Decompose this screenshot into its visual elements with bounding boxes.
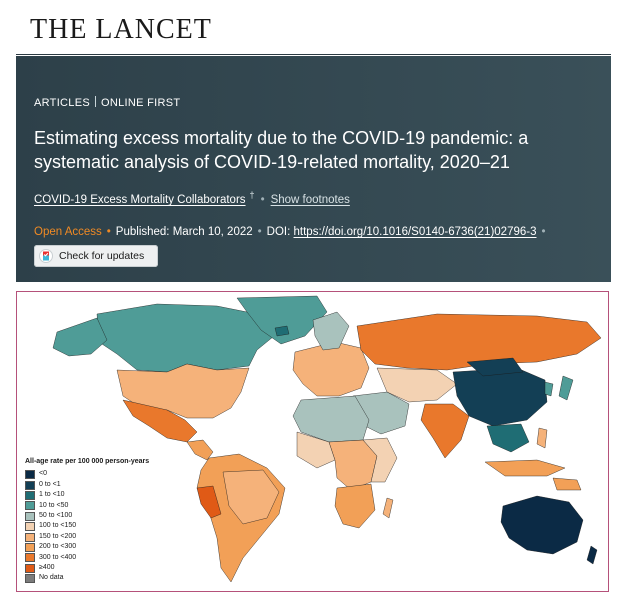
- map-region-greenland: [236, 295, 328, 345]
- article-header: ARTICLES ONLINE FIRST Estimating excess m…: [16, 56, 611, 282]
- breadcrumb-separator: [95, 96, 96, 107]
- legend-item: ≥400: [25, 563, 149, 573]
- author-footnote-mark: †: [249, 190, 255, 200]
- legend-item: 50 to <100: [25, 511, 149, 521]
- legend-item: <0: [25, 469, 149, 480]
- map-region-japan: [558, 375, 574, 401]
- map-region-scandinavia: [312, 311, 350, 351]
- legend-label: ≥400: [39, 564, 55, 572]
- legend-swatch: [25, 511, 35, 521]
- publication-meta: Open Access • Published: March 10, 2022 • DO…: [34, 226, 551, 238]
- legend-label: 1 to <10: [39, 491, 65, 499]
- legend-label: No data: [39, 574, 64, 582]
- legend-item: 0 to <1: [25, 480, 149, 490]
- map-region-southern-africa: [334, 483, 376, 529]
- map-region-new-zealand: [586, 545, 598, 565]
- legend-swatch: [25, 480, 35, 490]
- legend-label: 200 to <300: [39, 543, 77, 551]
- map-region-europe: [292, 341, 370, 397]
- legend-swatch: [25, 553, 35, 563]
- separator-dot: •: [257, 226, 262, 238]
- legend-item: 100 to <150: [25, 521, 149, 532]
- legend-item: No data: [25, 573, 149, 584]
- map-region-madagascar: [382, 497, 394, 519]
- legend-swatch: [25, 574, 35, 584]
- published-date: March 10, 2022: [172, 226, 253, 238]
- legend-swatch: [25, 522, 35, 532]
- map-region-philippines: [536, 427, 548, 449]
- map-region-east-africa: [362, 437, 398, 483]
- excess-mortality-map: [52, 295, 602, 583]
- legend-swatch: [25, 563, 35, 573]
- map-legend: All-age rate per 100 000 person-years <0…: [25, 457, 149, 584]
- author-line: COVID-19 Excess Mortality Collaborators †…: [34, 190, 350, 206]
- journal-logo[interactable]: THE LANCET: [30, 14, 212, 45]
- map-region-iceland: [274, 325, 290, 337]
- doi-link[interactable]: https://doi.org/10.1016/S0140-6736(21)02…: [293, 226, 537, 238]
- map-region-canada: [96, 303, 280, 373]
- legend-item: 1 to <10: [25, 490, 149, 500]
- map-region-korea: [544, 381, 554, 397]
- author-link[interactable]: COVID-19 Excess Mortality Collaborators: [34, 193, 246, 206]
- doi-label: DOI:: [266, 226, 291, 238]
- map-region-peru: [196, 485, 222, 519]
- published-label: Published:: [115, 226, 170, 238]
- map-region-china: [452, 367, 548, 427]
- legend-swatch: [25, 501, 35, 511]
- separator-dot: •: [541, 226, 546, 238]
- map-region-australia: [500, 495, 584, 555]
- check-for-updates-button[interactable]: Check for updates: [34, 245, 158, 267]
- separator-dot: •: [106, 226, 111, 238]
- legend-label: <0: [39, 470, 47, 478]
- map-region-brazil: [222, 469, 280, 525]
- legend-swatch: [25, 542, 35, 552]
- map-region-west-africa: [296, 431, 336, 469]
- legend-label: 10 to <50: [39, 501, 69, 509]
- map-region-central-america: [186, 439, 214, 461]
- legend-item: 200 to <300: [25, 542, 149, 552]
- legend-item: 150 to <200: [25, 532, 149, 542]
- article-title: Estimating excess mortality due to the C…: [34, 128, 529, 172]
- crossmark-icon: [39, 249, 53, 263]
- legend-label: 300 to <400: [39, 553, 77, 561]
- map-region-alaska: [52, 317, 108, 357]
- world-map-figure: All-age rate per 100 000 person-years <0…: [16, 291, 609, 592]
- breadcrumb: ARTICLES ONLINE FIRST: [34, 96, 180, 109]
- show-footnotes-link[interactable]: Show footnotes: [270, 193, 350, 206]
- legend-item: 10 to <50: [25, 501, 149, 511]
- map-region-india: [420, 403, 470, 459]
- legend-label: 50 to <100: [39, 512, 73, 520]
- map-region-southeast-asia: [486, 423, 530, 453]
- masthead-divider: [16, 54, 611, 55]
- legend-swatch: [25, 470, 35, 480]
- map-region-papua: [552, 477, 582, 491]
- separator-dot: •: [260, 193, 265, 206]
- legend-swatch: [25, 490, 35, 500]
- legend-label: 0 to <1: [39, 480, 61, 488]
- map-region-russia: [356, 313, 602, 371]
- legend-swatch: [25, 532, 35, 542]
- open-access-badge[interactable]: Open Access: [34, 226, 102, 238]
- legend-item: 300 to <400: [25, 553, 149, 563]
- legend-title: All-age rate per 100 000 person-years: [25, 458, 150, 465]
- check-for-updates-label: Check for updates: [59, 250, 145, 262]
- stage-label[interactable]: ONLINE FIRST: [101, 97, 181, 109]
- map-region-mongolia: [466, 357, 524, 377]
- map-region-indonesia: [484, 459, 566, 477]
- legend-label: 150 to <200: [39, 532, 77, 540]
- legend-label: 100 to <150: [39, 522, 77, 530]
- section-label[interactable]: ARTICLES: [34, 97, 90, 109]
